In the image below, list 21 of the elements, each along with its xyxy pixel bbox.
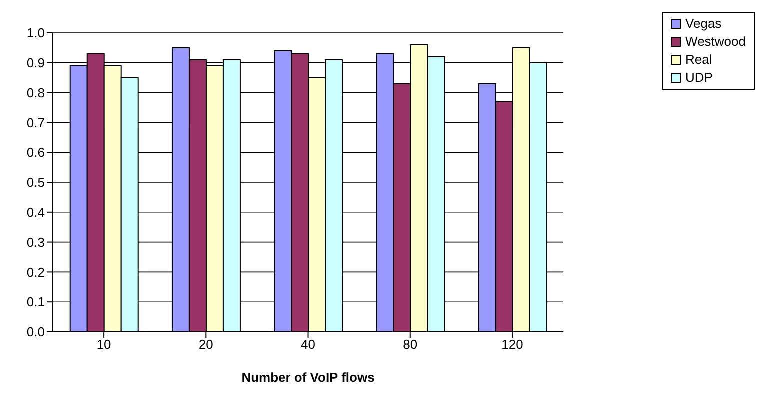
- legend-label: Real: [686, 51, 712, 69]
- x-tick-label: 10: [96, 337, 112, 352]
- y-tick-label: 0.5: [26, 175, 45, 190]
- y-tick-label: 0.7: [26, 115, 45, 130]
- y-tick-label: 0.1: [26, 294, 45, 310]
- x-tick-label: 120: [502, 337, 524, 352]
- y-tick-label: 0.3: [26, 234, 45, 250]
- y-tick-label: 0.8: [26, 85, 45, 100]
- y-tick-label: 0.6: [26, 145, 45, 160]
- y-tick-label: 0.0: [26, 324, 45, 340]
- y-tick-label: 0.2: [26, 264, 45, 280]
- y-tick-label: 1.0: [26, 26, 45, 41]
- legend-label: Westwood: [686, 33, 746, 51]
- x-tick-label: 40: [301, 337, 316, 352]
- legend-label: UDP: [686, 69, 713, 87]
- x-axis-title: Number of VoIP flows: [242, 370, 375, 385]
- y-tick-label: 0.9: [26, 56, 45, 71]
- x-tick-label: 80: [403, 337, 418, 352]
- legend-label: Vegas: [686, 15, 722, 33]
- y-tick-label: 0.4: [26, 205, 45, 220]
- x-tick-label: 20: [198, 337, 214, 352]
